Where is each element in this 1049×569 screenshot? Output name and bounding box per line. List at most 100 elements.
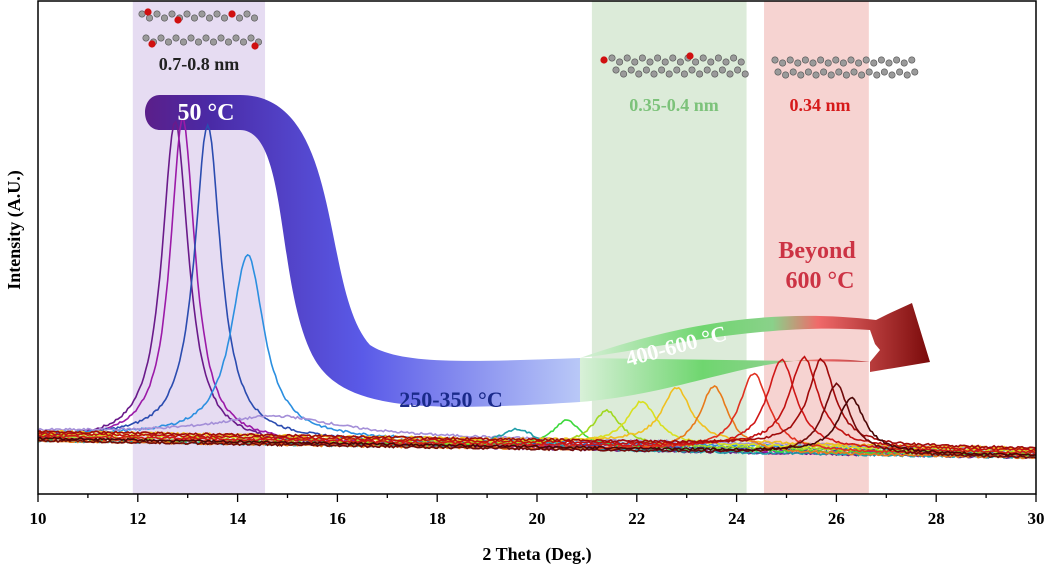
oxygen-atom-mark xyxy=(251,42,259,50)
series-line-15 xyxy=(37,382,1037,459)
oxygen-atom-mark xyxy=(686,52,694,60)
temperature-arrow-upper xyxy=(145,95,580,407)
atom-mark xyxy=(801,56,809,64)
atom-mark xyxy=(688,66,696,74)
series-line-12 xyxy=(37,358,1037,455)
arrow-label-250-350c: 250-350 °C xyxy=(399,387,503,412)
atom-mark xyxy=(847,56,855,64)
atom-mark xyxy=(608,54,616,62)
atom-mark xyxy=(638,54,646,62)
atom-mark xyxy=(654,54,662,62)
atom-mark xyxy=(873,71,881,79)
atom-mark xyxy=(703,66,711,74)
atom-mark xyxy=(221,14,229,22)
atom-mark xyxy=(812,71,820,79)
atom-mark xyxy=(627,66,635,74)
atom-mark xyxy=(741,70,749,78)
atom-mark xyxy=(172,34,180,42)
atom-mark xyxy=(824,59,832,67)
atom-mark xyxy=(180,38,188,46)
x-tick-label: 20 xyxy=(529,509,546,528)
atom-mark xyxy=(247,34,255,42)
oxygen-atom-mark xyxy=(144,8,152,16)
atom-mark xyxy=(665,70,673,78)
atom-mark xyxy=(786,56,794,64)
atom-mark xyxy=(797,71,805,79)
atom-mark xyxy=(213,10,221,18)
region-label-interlayer: 0.7-0.8 nm xyxy=(159,54,240,74)
atom-mark xyxy=(850,68,858,76)
atom-mark xyxy=(195,38,203,46)
atom-mark xyxy=(168,10,176,18)
x-tick-label: 14 xyxy=(229,509,247,528)
atom-mark xyxy=(236,14,244,22)
atom-mark xyxy=(202,34,210,42)
arrow-label-50c: 50 °C xyxy=(178,100,235,126)
atom-mark xyxy=(225,38,233,46)
atom-mark xyxy=(650,70,658,78)
atom-mark xyxy=(870,59,878,67)
atom-mark xyxy=(676,58,684,66)
atom-mark xyxy=(820,68,828,76)
x-tick-label: 24 xyxy=(728,509,746,528)
atom-mark xyxy=(646,58,654,66)
oxygen-atom-mark xyxy=(600,56,608,64)
atom-mark xyxy=(893,56,901,64)
atom-mark xyxy=(707,58,715,66)
x-tick-label: 12 xyxy=(129,509,146,528)
region-label-graphite: 0.34 nm xyxy=(789,95,850,115)
atom-mark xyxy=(658,66,666,74)
atom-mark xyxy=(138,10,146,18)
atom-mark xyxy=(726,70,734,78)
atom-mark xyxy=(842,71,850,79)
atom-mark xyxy=(900,59,908,67)
highlight-region-0 xyxy=(132,1,266,494)
atom-mark xyxy=(635,70,643,78)
atom-mark xyxy=(839,59,847,67)
atom-mark xyxy=(616,58,624,66)
series-line-16 xyxy=(37,396,1037,457)
x-axis-ticks: 10 12 14 16 18 20 22 24 26 28 30 xyxy=(30,494,1045,528)
atom-mark xyxy=(623,54,631,62)
atom-mark xyxy=(251,14,259,22)
atom-mark xyxy=(779,59,787,67)
x-axis-label: 2 Theta (Deg.) xyxy=(482,544,591,565)
atom-mark xyxy=(789,68,797,76)
atom-mark xyxy=(911,68,919,76)
atom-mark xyxy=(730,54,738,62)
atom-mark xyxy=(161,14,169,22)
atom-mark xyxy=(206,14,214,22)
atom-mark xyxy=(714,54,722,62)
highlight-regions xyxy=(132,1,869,494)
atom-mark xyxy=(832,56,840,64)
highlight-region-1 xyxy=(591,1,747,494)
atom-mark xyxy=(827,71,835,79)
oxygen-atom-mark xyxy=(148,40,156,48)
region-label-mid: 0.35-0.4 nm xyxy=(629,95,719,115)
y-axis-label: Intensity (A.U.) xyxy=(4,170,25,290)
atom-mark xyxy=(198,10,206,18)
atom-mark xyxy=(774,68,782,76)
atom-mark xyxy=(631,58,639,66)
atom-mark xyxy=(232,34,240,42)
atom-mark xyxy=(612,66,620,74)
atom-mark xyxy=(240,38,248,46)
series-line-14 xyxy=(37,357,1037,450)
atom-mark xyxy=(642,66,650,74)
oxygen-atom-mark xyxy=(228,10,236,18)
atom-mark xyxy=(680,70,688,78)
atom-mark xyxy=(865,68,873,76)
temperature-arrow-lower xyxy=(580,303,930,402)
atom-mark xyxy=(817,56,825,64)
atom-mark xyxy=(217,34,225,42)
atom-mark xyxy=(862,56,870,64)
x-tick-label: 30 xyxy=(1028,509,1045,528)
atom-mark xyxy=(696,70,704,78)
atom-mark xyxy=(880,68,888,76)
atom-mark xyxy=(187,34,195,42)
atom-mark xyxy=(146,14,154,22)
x-tick-label: 10 xyxy=(30,509,47,528)
atom-mark xyxy=(722,58,730,66)
graphene-layer-sketches xyxy=(138,8,919,79)
